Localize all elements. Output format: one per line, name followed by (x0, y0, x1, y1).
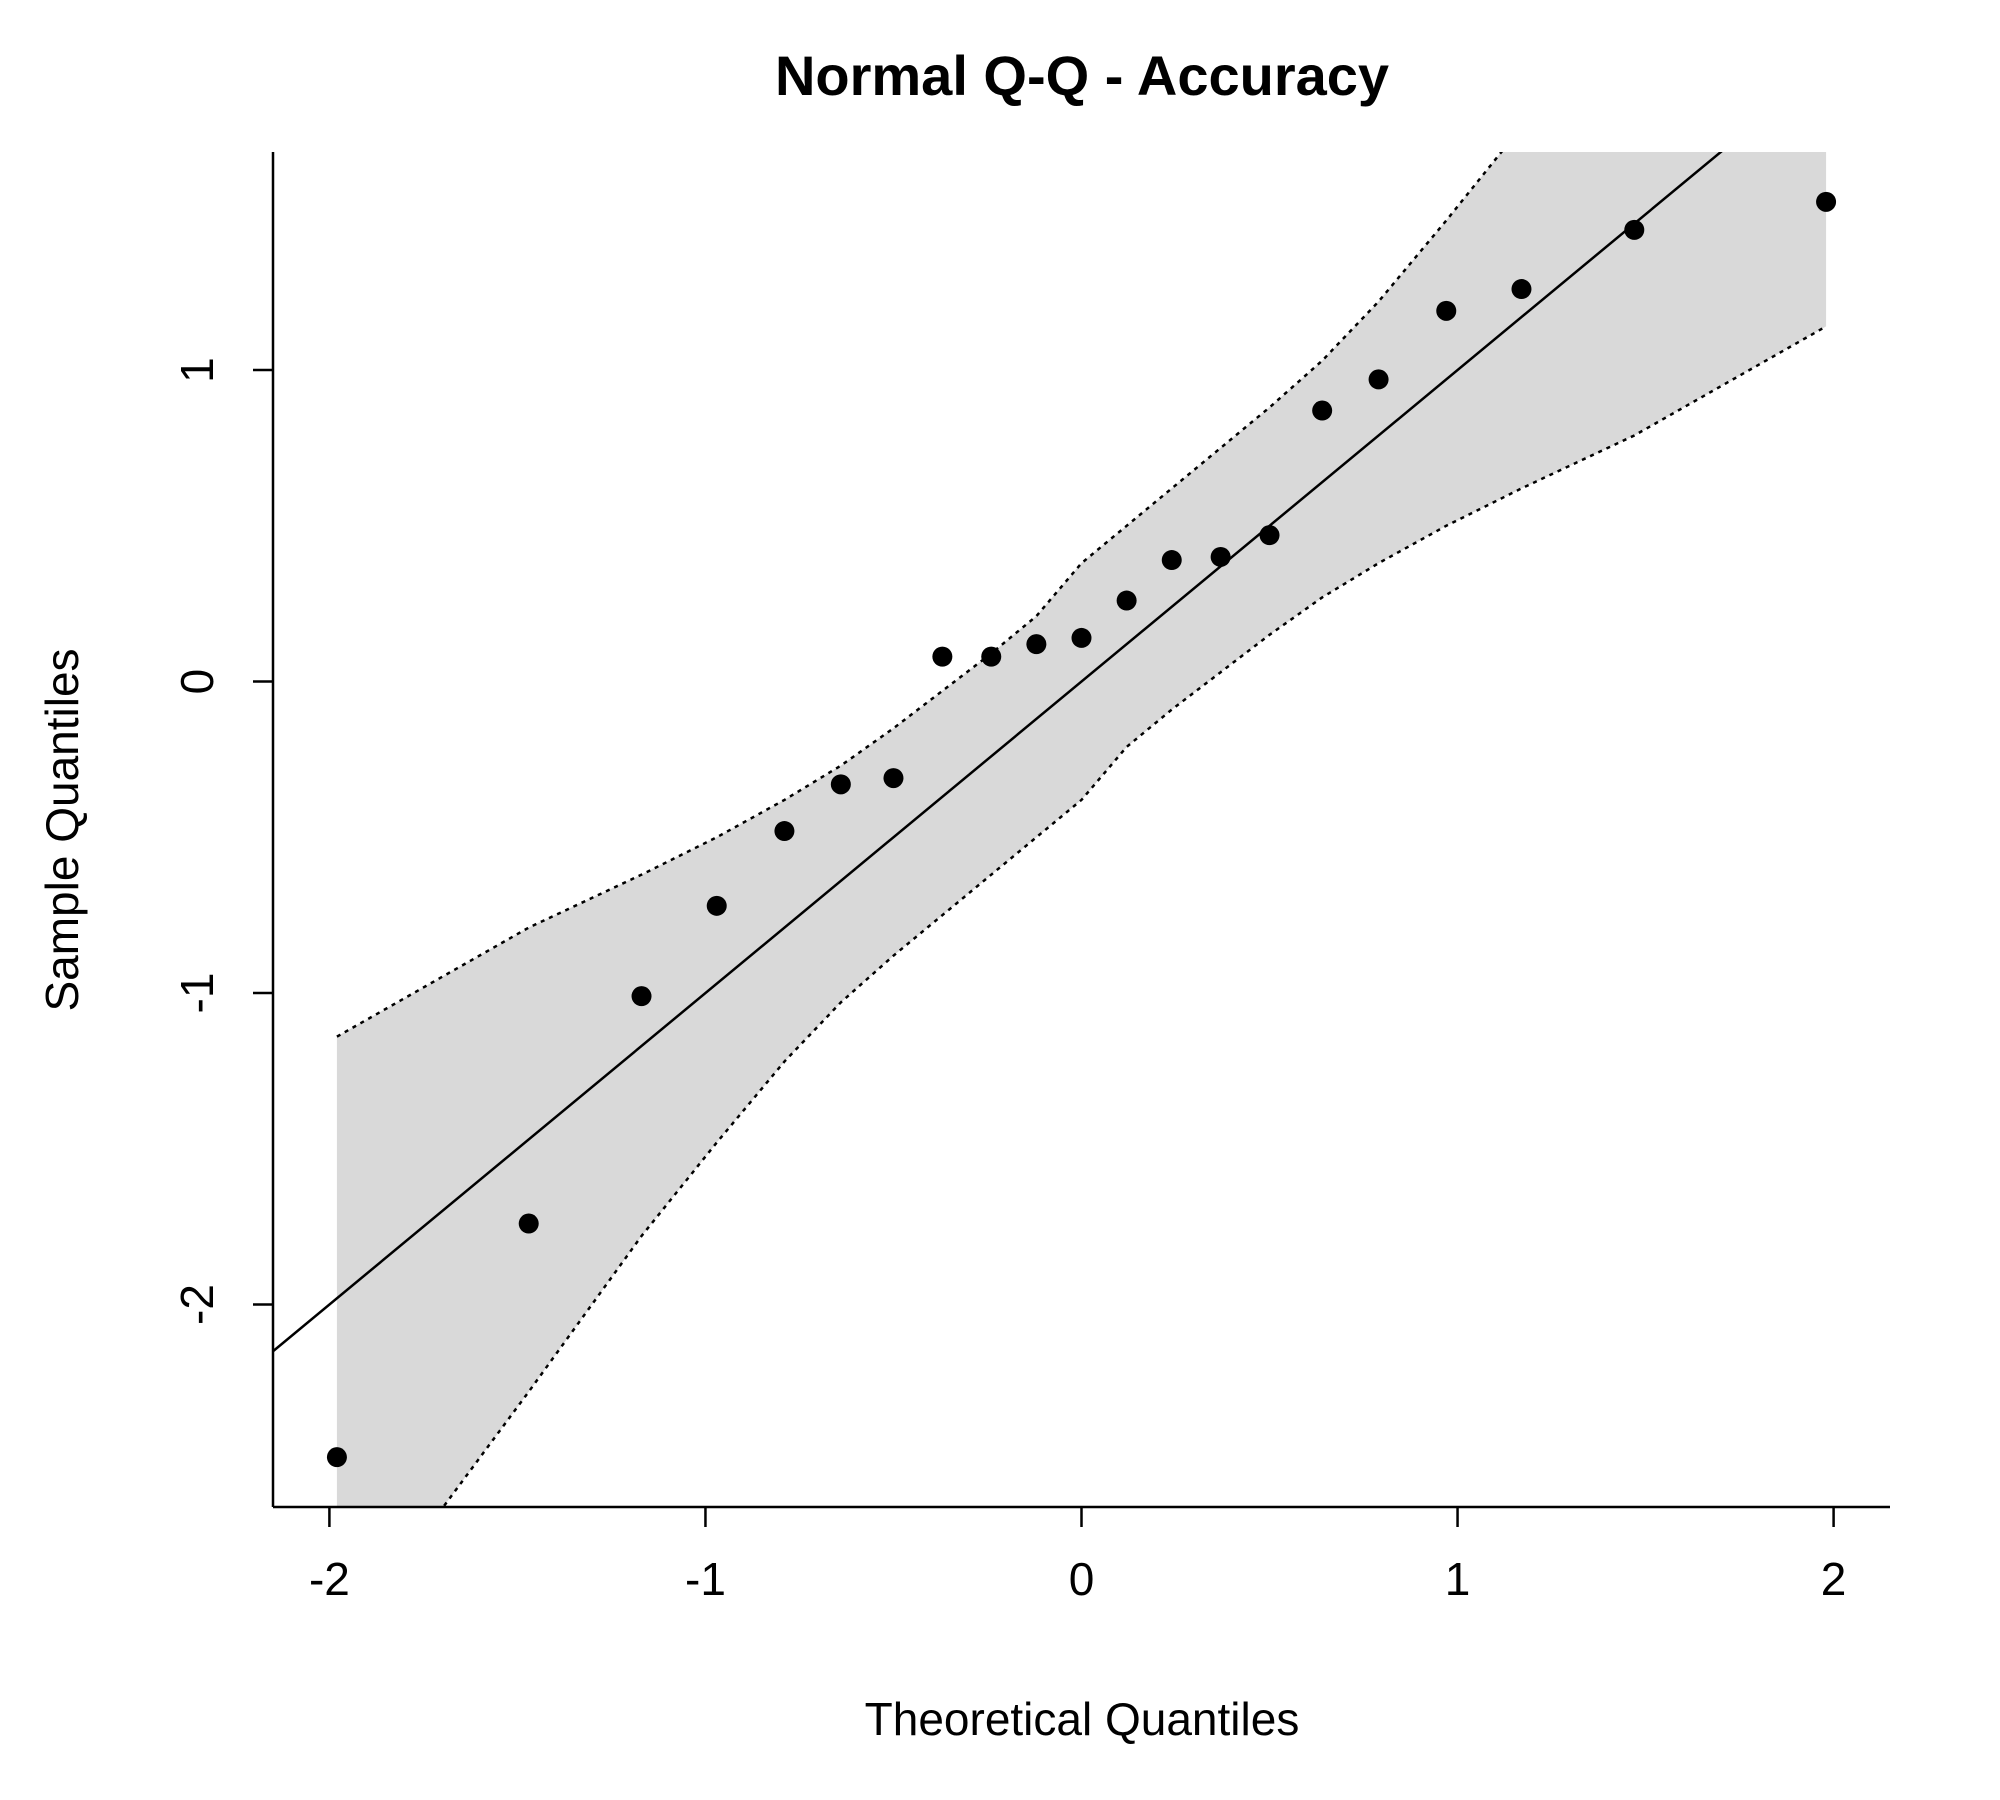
data-point (830, 774, 851, 795)
confidence-band (336, 152, 1827, 1507)
x-tick-label: 2 (1821, 1553, 1847, 1605)
data-point (1624, 219, 1645, 240)
data-point (932, 646, 953, 667)
data-point (631, 986, 652, 1007)
data-point (1259, 525, 1280, 546)
x-tick-label: -1 (685, 1553, 726, 1605)
x-tick-label: 1 (1445, 1553, 1471, 1605)
x-tick-label: -2 (309, 1553, 350, 1605)
data-point (774, 821, 795, 842)
y-tick-label: -2 (171, 1284, 223, 1325)
reference-line (273, 152, 1723, 1353)
x-tick-label: 0 (1069, 1553, 1095, 1605)
data-point (326, 1447, 347, 1468)
data-point (1026, 634, 1047, 655)
data-point (981, 646, 1002, 667)
data-point (883, 768, 904, 789)
data-point (1511, 279, 1532, 300)
x-axis-label: Theoretical Quantiles (865, 1693, 1300, 1745)
chart-title: Normal Q-Q - Accuracy (775, 44, 1389, 107)
data-point (706, 895, 727, 916)
data-point (1161, 550, 1182, 571)
data-point (1368, 369, 1389, 390)
axes: -2 -1 0 1 2 -2 -1 0 1 (171, 152, 1890, 1605)
data-point (518, 1213, 539, 1234)
plot-area (273, 152, 1837, 1507)
y-tick-label: -1 (171, 973, 223, 1014)
data-point (1816, 191, 1837, 212)
data-point (1210, 546, 1231, 567)
data-point (1436, 300, 1457, 321)
data-point (1312, 400, 1333, 421)
y-tick-label: 0 (171, 669, 223, 695)
y-axis-label: Sample Quantiles (36, 648, 88, 1011)
data-point (1116, 590, 1137, 611)
data-point (1071, 627, 1092, 648)
y-tick-label: 1 (171, 357, 223, 383)
band-lower-bound (441, 325, 1827, 1507)
